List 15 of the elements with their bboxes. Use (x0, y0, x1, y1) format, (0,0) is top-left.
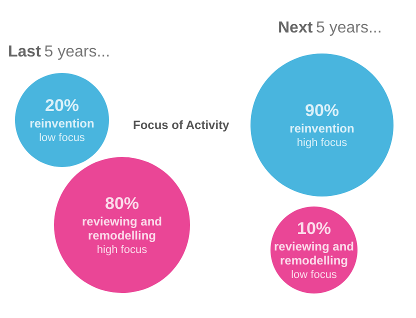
text: Focus of Activity (133, 118, 230, 132)
text: low focus (39, 132, 86, 144)
category-label: reinvention (290, 122, 354, 136)
series-label: Last 5 years... (8, 44, 110, 60)
category-label: reviewing and remodelling (82, 214, 162, 242)
series-label: Next 5 years... (278, 20, 382, 36)
text: high focus (296, 137, 348, 149)
data-label: 10% (296, 219, 332, 238)
data-label: 20% (44, 96, 80, 115)
data-label: 90% (304, 101, 340, 120)
text: high focus (96, 244, 148, 256)
category-label: reinvention (30, 116, 94, 130)
data-label: 80% (104, 194, 140, 213)
category-label: reviewing and remodelling (274, 240, 354, 268)
text: low focus (291, 269, 338, 281)
